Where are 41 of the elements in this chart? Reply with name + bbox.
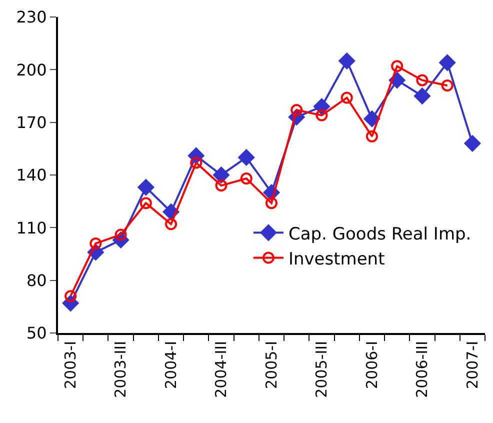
y-tick-label: 80 <box>26 270 47 290</box>
point <box>190 156 202 169</box>
point <box>414 88 430 104</box>
y-tick-label: 50 <box>26 324 47 343</box>
x-tick-label: 2007-I <box>463 341 482 390</box>
y-tick-label: 200 <box>16 60 47 80</box>
legend-label: Cap. Goods Real Imp. <box>288 224 472 244</box>
point <box>266 197 278 210</box>
x-tick-label: 2004-I <box>162 341 180 390</box>
y-tick-label: 230 <box>16 8 47 27</box>
point <box>439 54 456 71</box>
point <box>316 109 328 122</box>
x-tick-label: 2004-III <box>212 341 230 398</box>
y-tick-label: 170 <box>16 112 47 132</box>
point <box>238 149 255 166</box>
point <box>366 130 378 142</box>
x-tick-label: 2003-III <box>112 341 130 398</box>
point <box>464 135 481 152</box>
legend-label: Investment <box>288 249 386 270</box>
y-tick-label: 140 <box>16 166 47 185</box>
point <box>391 60 404 72</box>
point <box>340 92 353 104</box>
y-tick-label: 110 <box>16 218 47 238</box>
x-tick-label: 2006-I <box>362 341 381 390</box>
x-tick-label: 2005-I <box>262 341 280 390</box>
point <box>290 104 303 116</box>
x-tick-label: 2006-III <box>413 341 432 398</box>
point <box>90 237 102 250</box>
point <box>213 166 230 184</box>
point <box>215 180 228 192</box>
x-tick-label: 2003-I <box>61 341 80 390</box>
point <box>140 197 152 210</box>
point <box>64 290 77 302</box>
point <box>138 179 154 196</box>
point <box>338 52 355 70</box>
point <box>441 79 454 92</box>
point <box>240 172 252 185</box>
x-tick-label: 2005-III <box>312 341 331 398</box>
point <box>364 110 380 127</box>
point <box>165 218 178 230</box>
point <box>416 74 428 86</box>
